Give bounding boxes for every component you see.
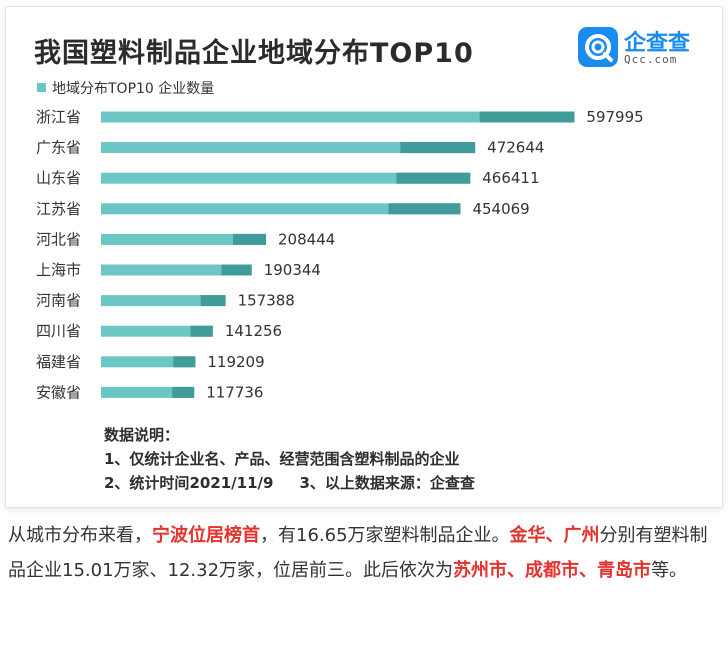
chart-card: 我国塑料制品企业地域分布TOP10 企查查 Qcc.com 地域分布TOP10 … (5, 6, 723, 508)
article-text-4: 等。 (651, 560, 688, 581)
notes-item-3: 3、以上数据来源：企查查 (299, 474, 475, 492)
bar (101, 203, 461, 215)
legend: 地域分布TOP10 企业数量 (37, 78, 214, 98)
value-label: 466411 (482, 169, 539, 187)
chart-title: 我国塑料制品企业地域分布TOP10 (34, 38, 474, 69)
bar (101, 142, 476, 154)
value-label: 141256 (225, 322, 282, 340)
bar-shade (479, 111, 575, 123)
qcc-logo: 企查查 Qcc.com (578, 25, 696, 71)
article-text-2: ，有16.65万家塑料制品企业。 (260, 525, 510, 546)
bar (101, 295, 226, 307)
category-label: 上海市 (36, 261, 81, 279)
article-highlight-3: 苏州市、成都市、青岛市 (453, 560, 652, 581)
bar-shade (388, 203, 461, 215)
value-label: 119209 (207, 353, 264, 371)
bar-shade (221, 264, 252, 276)
bar (101, 386, 195, 398)
article-paragraph: 从城市分布来看，宁波位居榜首，有16.65万家塑料制品企业。金华、广州分别有塑料… (8, 518, 722, 588)
category-label: 河北省 (36, 230, 81, 248)
logo-subtext: Qcc.com (624, 53, 678, 66)
bar-shade (190, 325, 213, 337)
notes-item-2: 2、统计时间2021/11/9 (104, 474, 274, 492)
value-label: 157388 (238, 292, 295, 310)
category-label: 广东省 (36, 139, 81, 157)
category-label: 江苏省 (36, 200, 81, 218)
bar-shade (400, 142, 476, 154)
bar (101, 233, 267, 245)
article-text-1: 从城市分布来看， (8, 525, 152, 546)
bar (101, 172, 471, 184)
category-label: 河南省 (36, 292, 81, 310)
value-label: 190344 (264, 261, 321, 279)
legend-swatch (37, 83, 46, 92)
bar-shade (172, 386, 195, 398)
notes-line-2: 2、统计时间2021/11/9 3、以上数据来源：企查查 (104, 472, 475, 493)
logo-text: 企查查 (624, 31, 691, 56)
legend-label: 地域分布TOP10 企业数量 (52, 81, 215, 97)
bar (101, 111, 575, 123)
article-highlight-1: 宁波位居榜首 (152, 525, 260, 546)
notes-heading: 数据说明： (104, 426, 180, 444)
value-label: 597995 (586, 108, 643, 126)
value-label: 454069 (472, 200, 529, 218)
value-label: 472644 (487, 139, 544, 157)
article-text-3: 分别有塑料制品企业15.01万家、12.32万家，位居前三。此后依次为 (8, 525, 708, 581)
bar (101, 356, 196, 368)
qcc-logo-icon (578, 27, 618, 67)
category-label: 福建省 (36, 353, 81, 371)
category-label: 浙江省 (36, 108, 81, 126)
bar-shade (396, 172, 471, 184)
value-label: 117736 (206, 383, 263, 401)
category-label: 山东省 (36, 169, 81, 187)
bar-shade (200, 295, 226, 307)
bar-shade (233, 233, 267, 245)
article-highlight-2: 金华、广州 (509, 525, 600, 546)
category-label: 四川省 (36, 322, 81, 340)
value-label: 208444 (278, 230, 335, 248)
bar (101, 325, 213, 337)
notes-item-1: 1、仅统计企业名、产品、经营范围含塑料制品的企业 (104, 450, 460, 468)
bar (101, 264, 252, 276)
bar-chart: 浙江省 597995 广东省 472644 山东省 466411 江苏省 454069 河北省 2… (36, 108, 644, 401)
category-label: 安徽省 (36, 383, 81, 401)
bar-shade (173, 356, 196, 368)
